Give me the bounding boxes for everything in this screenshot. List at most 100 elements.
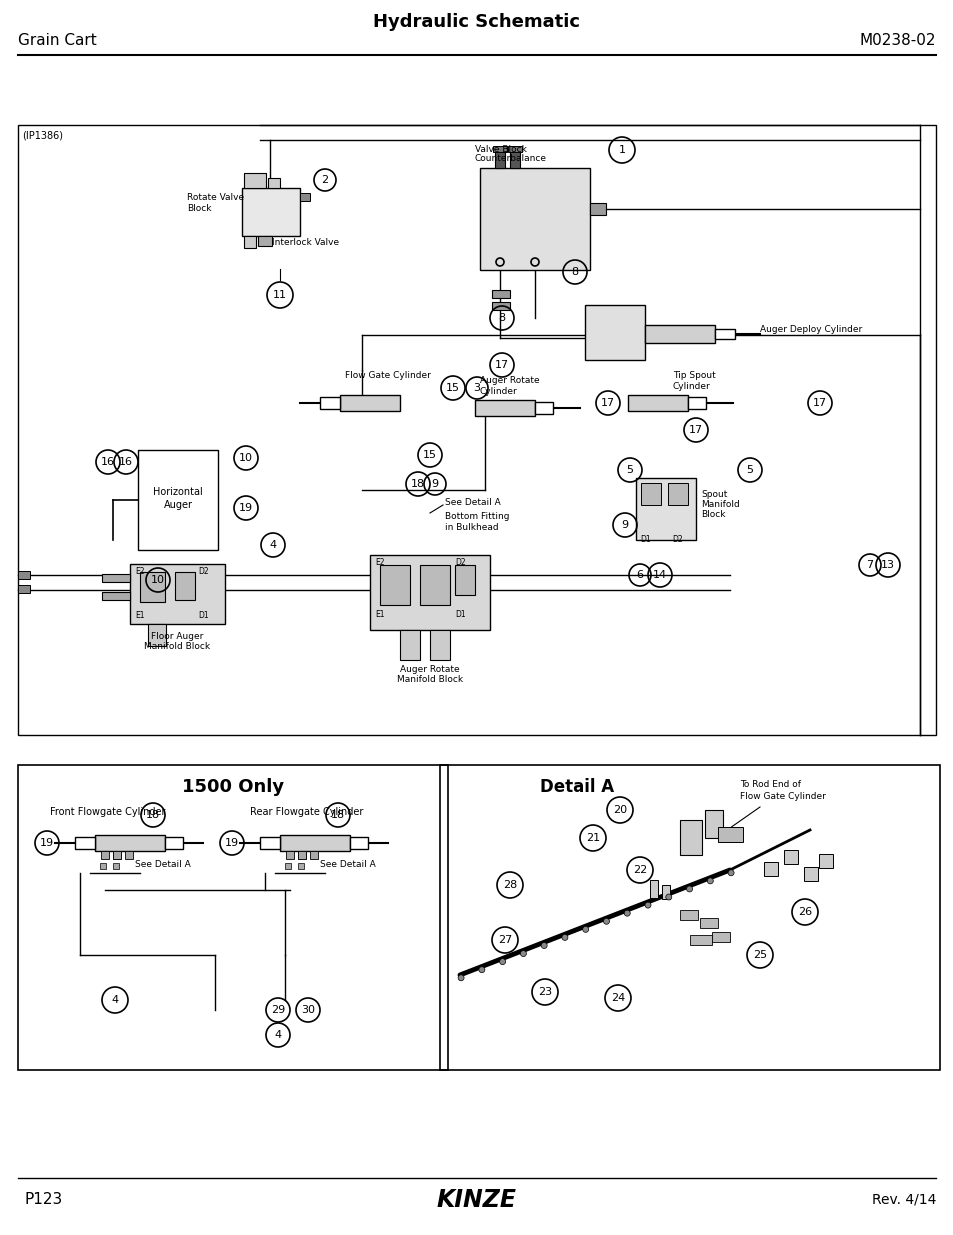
Text: 1500 Only: 1500 Only	[182, 778, 284, 797]
Bar	[112, 851, 121, 860]
Bar	[689, 935, 711, 945]
Text: See Detail A: See Detail A	[319, 860, 375, 869]
Bar	[679, 910, 698, 920]
Bar	[268, 178, 280, 188]
Text: 19: 19	[40, 839, 54, 848]
Text: 1: 1	[618, 144, 625, 156]
Text: E1: E1	[375, 610, 384, 619]
Bar	[661, 885, 669, 899]
Bar	[148, 624, 166, 646]
Text: Floor Auger: Floor Auger	[151, 632, 203, 641]
Text: Spout: Spout	[700, 490, 726, 499]
Text: D2: D2	[198, 567, 209, 576]
Text: 4: 4	[274, 1030, 281, 1040]
Circle shape	[644, 902, 650, 908]
Text: 17: 17	[688, 425, 702, 435]
Bar	[297, 863, 304, 869]
Text: E2: E2	[135, 567, 144, 576]
Text: 2: 2	[321, 175, 328, 185]
Text: 9: 9	[431, 479, 438, 489]
Bar	[492, 303, 510, 310]
Circle shape	[603, 919, 609, 924]
Text: 24: 24	[610, 993, 624, 1003]
Bar	[714, 329, 734, 338]
Text: 5: 5	[626, 466, 633, 475]
Text: Rear Flowgate Cylinder: Rear Flowgate Cylinder	[250, 806, 363, 818]
Circle shape	[499, 958, 505, 965]
Bar	[286, 851, 294, 860]
Text: (IP1386): (IP1386)	[22, 130, 63, 140]
Bar	[700, 918, 718, 927]
Bar	[430, 630, 450, 659]
Text: Auger Rotate: Auger Rotate	[479, 375, 539, 385]
Text: 25: 25	[752, 950, 766, 960]
Circle shape	[727, 869, 733, 876]
Text: 30: 30	[301, 1005, 314, 1015]
Text: 19: 19	[238, 503, 253, 513]
Text: 13: 13	[880, 559, 894, 571]
Text: Auger Deploy Cylinder: Auger Deploy Cylinder	[760, 325, 862, 333]
Bar	[455, 564, 475, 595]
Text: 15: 15	[422, 450, 436, 459]
Bar	[18, 125, 935, 735]
Text: 4: 4	[112, 995, 118, 1005]
Text: Auger Rotate: Auger Rotate	[399, 664, 459, 674]
Bar	[297, 851, 306, 860]
Bar	[783, 850, 797, 864]
Bar	[818, 853, 832, 868]
Text: 3: 3	[473, 383, 480, 393]
Text: Auger: Auger	[163, 500, 193, 510]
Circle shape	[478, 967, 484, 973]
Text: To Rod End of: To Rod End of	[740, 781, 801, 789]
Text: Bottom Fitting: Bottom Fitting	[444, 513, 509, 521]
Text: 27: 27	[497, 935, 512, 945]
Text: 8: 8	[571, 267, 578, 277]
Text: D1: D1	[198, 611, 209, 620]
Text: 9: 9	[620, 520, 628, 530]
Text: 15: 15	[446, 383, 459, 393]
Text: D2: D2	[672, 535, 682, 543]
Text: Counterbalance: Counterbalance	[475, 154, 546, 163]
Text: Grain Cart: Grain Cart	[18, 32, 96, 47]
Bar	[75, 837, 95, 848]
Bar	[297, 851, 306, 860]
Text: D2: D2	[455, 558, 465, 567]
Text: Block: Block	[700, 510, 724, 519]
Bar	[379, 564, 410, 605]
Text: 11: 11	[273, 290, 287, 300]
Text: 17: 17	[600, 398, 615, 408]
Bar	[507, 146, 521, 152]
Text: Valve Block: Valve Block	[475, 144, 526, 154]
Text: 18: 18	[146, 810, 160, 820]
Bar	[18, 585, 30, 593]
Circle shape	[540, 942, 547, 948]
Bar	[174, 572, 194, 600]
Text: 23: 23	[537, 987, 552, 997]
Bar	[370, 555, 490, 630]
Bar	[260, 837, 280, 848]
Bar	[803, 867, 817, 881]
Text: Front Flowgate Cylinder: Front Flowgate Cylinder	[50, 806, 165, 818]
Bar	[102, 592, 130, 600]
Text: Flow Gate Cylinder: Flow Gate Cylinder	[740, 792, 825, 802]
Circle shape	[665, 894, 671, 900]
Bar	[100, 863, 106, 869]
Text: Rev. 4/14: Rev. 4/14	[871, 1193, 935, 1207]
Text: 6: 6	[636, 571, 643, 580]
Bar	[285, 863, 291, 869]
Bar	[763, 862, 778, 876]
Text: 7: 7	[865, 559, 873, 571]
Bar	[439, 764, 939, 1070]
Bar	[649, 881, 658, 898]
Text: Manifold Block: Manifold Block	[144, 642, 210, 651]
Bar	[138, 450, 218, 550]
Text: 21: 21	[585, 832, 599, 844]
Text: 4: 4	[269, 540, 276, 550]
Bar	[18, 764, 448, 1070]
Bar	[495, 149, 504, 168]
Text: KINZE: KINZE	[436, 1188, 517, 1212]
Text: 16: 16	[119, 457, 132, 467]
Bar	[718, 827, 742, 842]
Text: Detail A: Detail A	[539, 778, 614, 797]
Bar	[644, 325, 714, 343]
